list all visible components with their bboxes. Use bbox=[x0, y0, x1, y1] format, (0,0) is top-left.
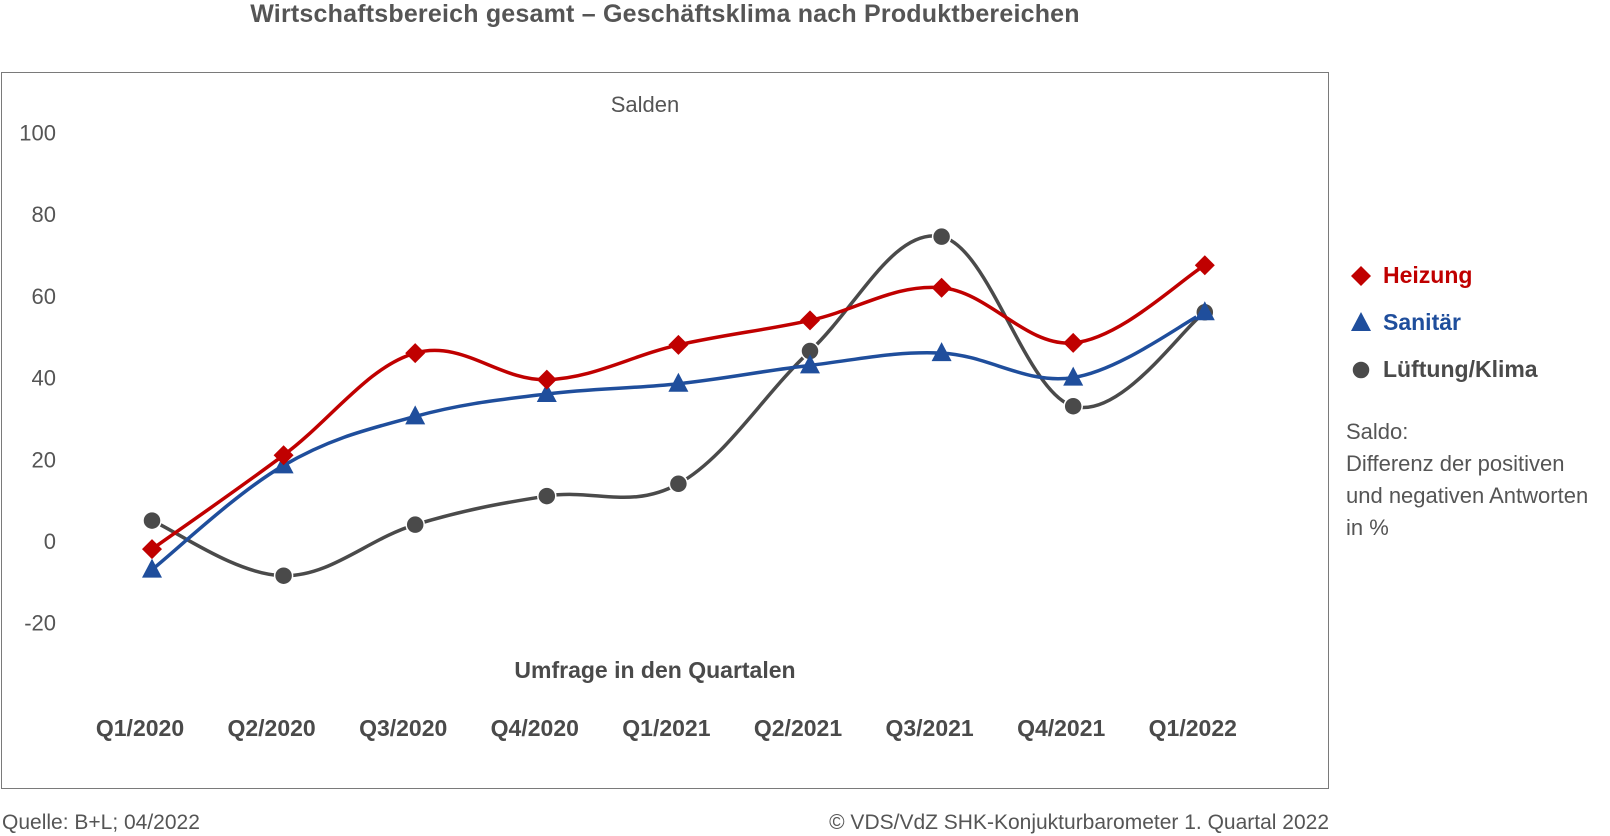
data-point-heizung bbox=[1194, 255, 1215, 276]
data-point-l-ftung-klima bbox=[273, 565, 294, 586]
y-tick-label: 0 bbox=[44, 529, 56, 554]
legend-label: Heizung bbox=[1383, 262, 1473, 288]
note-line: und negativen Antworten bbox=[1346, 483, 1589, 508]
legend-marker-l-ftung-klima bbox=[1351, 359, 1371, 380]
data-point-l-ftung-klima bbox=[142, 510, 162, 531]
data-point-l-ftung-klima bbox=[405, 514, 425, 535]
data-point-sanit-r bbox=[1063, 366, 1084, 386]
y-tick-label: -20 bbox=[24, 611, 56, 636]
legend-symbol-l-ftung-klima bbox=[1351, 359, 1371, 380]
data-point-heizung bbox=[536, 369, 557, 390]
line-chart: Salden Umfrage in den Quartalen 100 80 60 4… bbox=[19, 92, 1237, 741]
chart-title: Wirtschaftsbereich gesamt – Geschäftskli… bbox=[250, 0, 1080, 28]
data-point-l-ftung-klima bbox=[668, 474, 689, 494]
data-point-heizung bbox=[405, 343, 426, 364]
x-tick-label: Q1/2022 bbox=[1149, 715, 1237, 741]
source-note: Quelle: B+L; 04/2022 bbox=[2, 811, 200, 834]
x-tick-label: Q1/2021 bbox=[622, 715, 710, 741]
legend-symbol-sanit-r bbox=[1351, 311, 1371, 331]
data-point-l-ftung-klima bbox=[537, 486, 557, 506]
legend-symbol-heizung bbox=[1351, 265, 1371, 286]
data-point-l-ftung-klima bbox=[1063, 396, 1083, 416]
x-tick-label: Q3/2021 bbox=[885, 715, 973, 741]
x-tick-label: Q2/2020 bbox=[227, 715, 315, 741]
data-point-heizung bbox=[800, 310, 820, 331]
x-tick-label: Q3/2020 bbox=[359, 715, 447, 741]
legend-label: Sanitär bbox=[1383, 309, 1461, 335]
x-tick-label: Q4/2020 bbox=[491, 715, 579, 741]
legend: Heizung Sanitär Lüftung/Klima bbox=[1345, 252, 1607, 393]
data-point-heizung bbox=[668, 334, 689, 355]
y-axis: 100 80 60 40 20 0 -20 bbox=[19, 121, 56, 636]
data-point-heizung bbox=[931, 277, 952, 298]
data-point-sanit-r bbox=[536, 382, 557, 402]
data-point-sanit-r bbox=[668, 372, 689, 392]
data-point-sanit-r bbox=[1194, 301, 1215, 321]
legend-marker-heizung bbox=[1351, 265, 1371, 286]
x-axis-title: Umfrage in den Quartalen bbox=[514, 657, 795, 683]
legend-item-sanit-r: Sanitär bbox=[1345, 299, 1607, 346]
x-tick-label: Q4/2021 bbox=[1017, 715, 1105, 741]
data-point-sanit-r bbox=[800, 354, 820, 374]
y-axis-title: Salden bbox=[611, 92, 680, 117]
data-point-heizung bbox=[142, 539, 162, 560]
series-line-heizung bbox=[150, 263, 1207, 551]
y-tick-label: 80 bbox=[32, 202, 56, 227]
plot-frame bbox=[1, 72, 1329, 789]
data-point-heizung bbox=[1063, 332, 1084, 353]
legend-item-heizung: Heizung bbox=[1345, 252, 1607, 299]
y-tick-label: 100 bbox=[19, 121, 56, 146]
y-tick-label: 40 bbox=[32, 366, 56, 391]
legend-label: Lüftung/Klima bbox=[1383, 356, 1538, 382]
data-point-sanit-r bbox=[931, 342, 952, 362]
legend-item-l-ftung-klima: Lüftung/Klima bbox=[1345, 346, 1607, 393]
saldo-note: Saldo: Differenz der positiven und negativ… bbox=[1346, 416, 1608, 544]
note-line: Differenz der positiven bbox=[1346, 451, 1565, 476]
data-point-l-ftung-klima bbox=[931, 226, 952, 247]
x-tick-label: Q1/2020 bbox=[96, 715, 184, 741]
note-line: in % bbox=[1346, 515, 1389, 540]
y-tick-label: 60 bbox=[32, 284, 56, 309]
data-point-sanit-r bbox=[405, 405, 426, 425]
legend-marker-sanit-r bbox=[1351, 311, 1371, 331]
data-point-sanit-r bbox=[142, 558, 162, 578]
series-lines bbox=[150, 234, 1207, 578]
copyright-note: © VDS/VdZ SHK-Konjukturbarometer 1. Quar… bbox=[829, 811, 1329, 834]
x-tick-label: Q2/2021 bbox=[754, 715, 842, 741]
series-line-l-ftung-klima bbox=[150, 234, 1207, 578]
y-tick-label: 20 bbox=[32, 447, 56, 472]
series-markers bbox=[142, 226, 1215, 586]
x-axis: Q1/2020 Q2/2020 Q3/2020 Q4/2020 Q1/2021 Q2/20… bbox=[96, 715, 1237, 741]
note-line: Saldo: bbox=[1346, 419, 1409, 444]
data-point-heizung bbox=[273, 445, 294, 466]
